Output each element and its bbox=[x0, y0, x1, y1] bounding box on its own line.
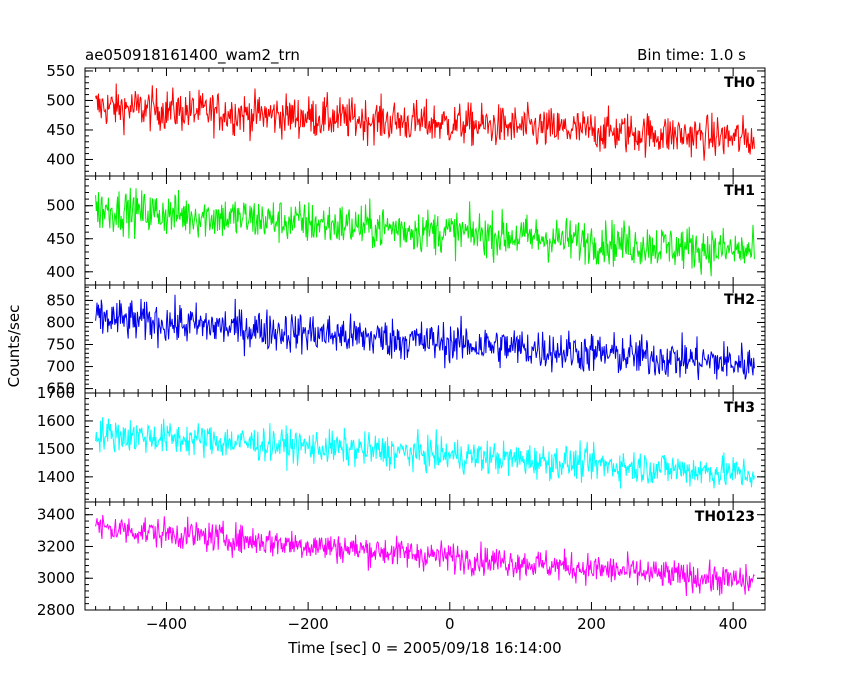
y-tick-label: 3200 bbox=[37, 537, 75, 555]
y-tick-label: 1700 bbox=[37, 384, 75, 402]
x-tick-label: 200 bbox=[577, 615, 606, 633]
series-line-th0 bbox=[95, 83, 755, 161]
y-tick-label: 500 bbox=[46, 91, 75, 109]
y-tick-label: 750 bbox=[46, 336, 75, 354]
y-tick-label: 2800 bbox=[37, 601, 75, 619]
x-axis: −400 −200 0 200 400 bbox=[146, 615, 748, 633]
y-tick-label: 1500 bbox=[37, 440, 75, 458]
y-tick-label: 1600 bbox=[37, 412, 75, 430]
panel-label-th3: TH3 bbox=[724, 400, 755, 416]
panel-th0123: 2800 3000 3200 3400 TH0123 bbox=[37, 501, 766, 619]
panel-th2: 650 700 750 800 850 TH2 bbox=[46, 284, 766, 398]
y-tick-label: 850 bbox=[46, 291, 75, 309]
panel-th1: 400 450 500 TH1 bbox=[46, 175, 766, 286]
series-line-th2 bbox=[95, 294, 755, 380]
panel-th3: 1400 1500 1600 1700 TH3 bbox=[37, 384, 766, 503]
series-line-th3 bbox=[95, 417, 755, 489]
x-tick-label: −400 bbox=[146, 615, 187, 633]
x-tick-label: −200 bbox=[288, 615, 329, 633]
y-tick-label: 400 bbox=[46, 263, 75, 281]
panel-th0: 400 450 500 550 TH0 bbox=[46, 62, 766, 177]
x-tick-label: 400 bbox=[719, 615, 748, 633]
panel-label-th0123: TH0123 bbox=[695, 509, 755, 525]
y-tick-label: 800 bbox=[46, 313, 75, 331]
y-tick-label: 450 bbox=[46, 121, 75, 139]
y-tick-label: 450 bbox=[46, 230, 75, 248]
y-tick-label: 3000 bbox=[37, 569, 75, 587]
x-axis-label: Time [sec] 0 = 2005/09/18 16:14:00 bbox=[287, 639, 561, 657]
series-line-th0123 bbox=[95, 514, 755, 597]
panel-frame bbox=[84, 392, 766, 503]
panels-group: 400 450 500 550 TH0 400 450 500 TH1 650 700 750 800 8… bbox=[37, 62, 766, 619]
y-tick-label: 500 bbox=[46, 197, 75, 215]
y-tick-label: 550 bbox=[46, 62, 75, 80]
y-tick-label: 700 bbox=[46, 358, 75, 376]
y-axis-label: Counts/sec bbox=[5, 305, 23, 388]
chart-title: ae050918161400_wam2_trn bbox=[85, 46, 300, 65]
panel-label-th1: TH1 bbox=[724, 183, 755, 199]
panel-label-th0: TH0 bbox=[724, 75, 755, 91]
series-line-th1 bbox=[95, 187, 755, 277]
bin-time-label: Bin time: 1.0 s bbox=[637, 46, 746, 64]
panel-frame bbox=[84, 501, 766, 611]
y-tick-label: 650 bbox=[46, 380, 75, 398]
panel-label-th2: TH2 bbox=[724, 292, 755, 308]
y-tick-label: 400 bbox=[46, 150, 75, 168]
x-tick-label: 0 bbox=[445, 615, 455, 633]
y-tick-label: 1400 bbox=[37, 468, 75, 486]
y-tick-label: 3400 bbox=[37, 506, 75, 524]
